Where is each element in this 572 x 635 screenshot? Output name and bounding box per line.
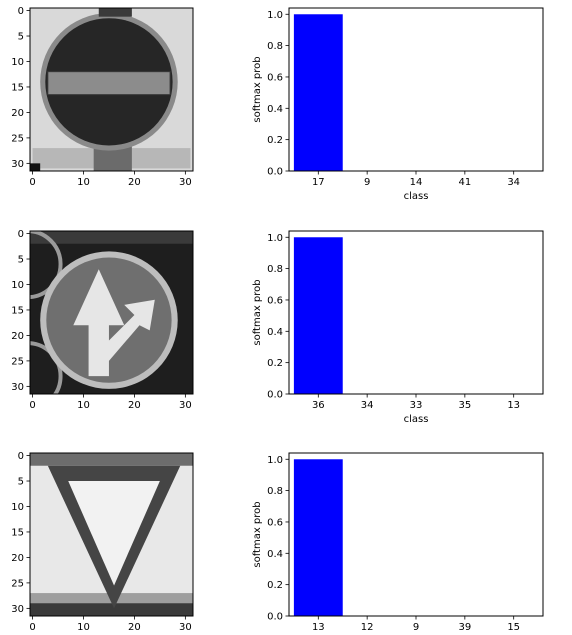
top-band bbox=[30, 231, 193, 244]
image-frame bbox=[29, 230, 194, 395]
x-tick-label: 39 bbox=[458, 622, 471, 633]
y-tick-label: 0 bbox=[18, 451, 24, 462]
bar-chart-2: 36 34 33 35 13 0.0 0.2 0.4 0.6 0.8 1.0 class softmax… bbox=[252, 230, 544, 425]
y-tick-label: 30 bbox=[11, 604, 24, 615]
neighbor-sign-left bbox=[30, 231, 63, 300]
sign-top-bracket bbox=[98, 8, 132, 17]
bar-17 bbox=[293, 14, 343, 172]
y-tick-label: 0 bbox=[18, 229, 24, 240]
y-tick-label: 0.6 bbox=[267, 295, 283, 306]
x-tick-label: 0 bbox=[29, 400, 35, 411]
y-axis-label: softmax prob bbox=[252, 56, 263, 122]
y-tick-label: 10 bbox=[11, 57, 24, 68]
y-tick-label: 30 bbox=[11, 382, 24, 393]
yield-inner bbox=[68, 481, 160, 586]
sign-image bbox=[30, 8, 193, 171]
x-tick-label: 15 bbox=[507, 622, 520, 633]
y-tick-label: 15 bbox=[11, 527, 24, 538]
y-tick-label: 30 bbox=[11, 159, 24, 170]
y-tick-label: 0.4 bbox=[267, 104, 283, 115]
y-tick-label: 20 bbox=[11, 553, 24, 564]
y-tick-label: 0.2 bbox=[267, 358, 283, 369]
x-tick-label: 20 bbox=[128, 622, 141, 633]
x-tick-label: 36 bbox=[312, 400, 325, 411]
corner-pixel bbox=[30, 163, 41, 171]
x-tick-label: 20 bbox=[128, 400, 141, 411]
x-axis-label: class bbox=[404, 414, 429, 425]
y-tick-label: 0 bbox=[18, 6, 24, 17]
y-tick-label: 0.0 bbox=[267, 167, 283, 178]
y-tick-label: 10 bbox=[11, 502, 24, 513]
y-tick-label: 5 bbox=[18, 255, 24, 266]
y-tick-label: 0.6 bbox=[267, 517, 283, 528]
bar-36 bbox=[293, 237, 343, 394]
y-tick-label: 25 bbox=[11, 356, 24, 367]
y-tick-label: 10 bbox=[11, 280, 24, 291]
y-tick-label: 0.2 bbox=[267, 135, 283, 146]
image-panel-3: 0 10 20 30 0 5 10 15 20 25 30 bbox=[11, 451, 194, 633]
y-tick-label: 0.4 bbox=[267, 327, 283, 338]
y-tick-label: 0.0 bbox=[267, 390, 283, 401]
y-tick-label: 0.8 bbox=[267, 41, 283, 52]
bar-chart-3: 13 12 9 39 15 0.0 0.2 0.4 0.6 0.8 1.0 softmax prob bbox=[252, 452, 544, 633]
y-tick-label: 1.0 bbox=[267, 233, 283, 244]
y-tick-label: 0.8 bbox=[267, 264, 283, 275]
y-tick-label: 0.6 bbox=[267, 72, 283, 83]
sign-bar bbox=[47, 71, 171, 96]
image-frame bbox=[29, 7, 194, 172]
y-tick-label: 1.0 bbox=[267, 455, 283, 466]
x-axis-label: class bbox=[404, 191, 429, 202]
y-tick-label: 0.8 bbox=[267, 486, 283, 497]
x-tick-label: 41 bbox=[458, 177, 471, 188]
bar-13 bbox=[293, 459, 343, 616]
y-tick-label: 20 bbox=[11, 331, 24, 342]
neighbor-sign-left-lower bbox=[30, 341, 63, 394]
x-tick-label: 10 bbox=[77, 177, 90, 188]
image-panel-2: 0 10 20 30 0 5 10 15 20 25 30 bbox=[11, 229, 194, 411]
y-tick-label: 0.2 bbox=[267, 580, 283, 591]
y-tick-label: 25 bbox=[11, 578, 24, 589]
y-tick-label: 0.4 bbox=[267, 549, 283, 560]
x-tick-label: 30 bbox=[179, 177, 192, 188]
x-tick-label: 13 bbox=[312, 622, 325, 633]
y-tick-label: 5 bbox=[18, 32, 24, 43]
x-tick-label: 12 bbox=[361, 622, 374, 633]
bar-chart-1: 17 9 14 41 34 0.0 0.2 0.4 0.6 0.8 1.0 class softmax … bbox=[252, 7, 544, 202]
x-tick-label: 0 bbox=[29, 177, 35, 188]
y-tick-label: 0.0 bbox=[267, 612, 283, 623]
x-tick-label: 10 bbox=[77, 622, 90, 633]
y-tick-label: 15 bbox=[11, 82, 24, 93]
x-tick-label: 9 bbox=[364, 177, 370, 188]
x-tick-label: 17 bbox=[312, 177, 325, 188]
x-tick-label: 10 bbox=[77, 400, 90, 411]
bottom-band bbox=[30, 603, 193, 616]
y-axis-label: softmax prob bbox=[252, 279, 263, 345]
x-tick-label: 30 bbox=[179, 622, 192, 633]
top-edge bbox=[30, 453, 193, 466]
image-frame bbox=[29, 452, 194, 617]
arrows-glyph bbox=[73, 269, 155, 377]
x-tick-label: 14 bbox=[410, 177, 423, 188]
image-panel-1: 0 10 20 30 0 5 10 15 20 25 30 bbox=[11, 6, 194, 188]
x-tick-label: 34 bbox=[507, 177, 520, 188]
y-axis-label: softmax prob bbox=[252, 501, 263, 567]
x-tick-label: 30 bbox=[179, 400, 192, 411]
y-tick-label: 25 bbox=[11, 133, 24, 144]
x-tick-label: 33 bbox=[410, 400, 423, 411]
y-tick-label: 20 bbox=[11, 108, 24, 119]
sign-image bbox=[30, 231, 193, 394]
sign-image bbox=[30, 453, 193, 616]
x-tick-label: 9 bbox=[413, 622, 419, 633]
y-tick-label: 1.0 bbox=[267, 10, 283, 21]
x-tick-label: 13 bbox=[507, 400, 520, 411]
y-tick-label: 5 bbox=[18, 477, 24, 488]
y-tick-label: 15 bbox=[11, 305, 24, 316]
x-tick-label: 20 bbox=[128, 177, 141, 188]
x-tick-label: 35 bbox=[458, 400, 471, 411]
x-tick-label: 34 bbox=[361, 400, 374, 411]
x-tick-label: 0 bbox=[29, 622, 35, 633]
